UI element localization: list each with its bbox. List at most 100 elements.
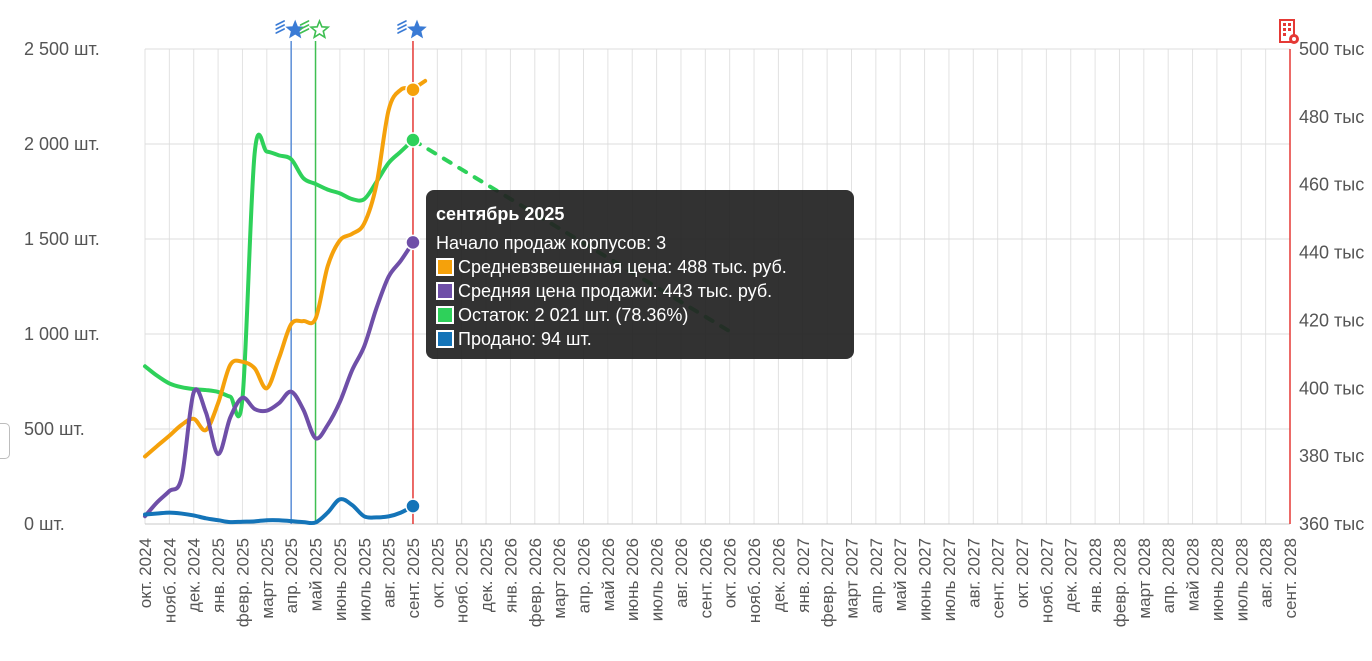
y-right-tick-label: 460 тыс	[1299, 175, 1364, 195]
y-left-tick-label: 0 шт.	[24, 514, 65, 534]
y-left-tick-label: 2 000 шт.	[24, 134, 100, 154]
x-tick-label: сент. 2025	[404, 538, 423, 619]
x-tick-label: апр. 2026	[575, 538, 594, 613]
x-tick-label: март 2028	[1135, 538, 1154, 619]
speed-line	[299, 24, 310, 30]
x-tick-label: авг. 2027	[964, 538, 983, 608]
x-tick-label: июль 2025	[355, 538, 374, 621]
x-tick-label: янв. 2027	[794, 538, 813, 613]
y-axis-right: 360 тыс 380 тыс 400 тыс 420 тыс 440 тыс 460 т…	[1289, 39, 1364, 534]
hover-marker-avg_sale	[405, 234, 421, 251]
x-tick-label: апр. 2025	[282, 538, 301, 613]
hover-markers	[405, 81, 421, 514]
x-tick-label: июнь 2027	[916, 538, 935, 621]
x-tick-label: февр. 2028	[1110, 538, 1129, 627]
tooltip-row-label: Средневзвешенная цена: 488 тыс. руб.	[458, 257, 787, 277]
tooltip: сентябрь 2025 Начало продаж корпусов: 3 …	[426, 190, 854, 359]
x-tick-label: окт. 2027	[1013, 538, 1032, 608]
speed-line	[397, 24, 407, 30]
x-tick-label: июль 2027	[940, 538, 959, 621]
x-axis: окт. 2024 нояб. 2024 дек. 2024 янв. 2025 фев…	[136, 538, 1300, 627]
x-tick-label: март 2025	[258, 538, 277, 619]
hover-marker-weighted	[405, 81, 421, 98]
star-shape	[308, 18, 331, 40]
star-shape	[407, 19, 427, 39]
x-tick-label: июнь 2025	[331, 538, 350, 621]
speed-line	[397, 20, 407, 26]
star-launch-icon[interactable]	[275, 19, 305, 39]
scroll-handle[interactable]	[0, 423, 10, 459]
x-tick-label: февр. 2027	[818, 538, 837, 627]
y-right-tick-label: 480 тыс	[1299, 107, 1364, 127]
legend-swatch-weighted	[436, 258, 454, 276]
speed-line	[275, 24, 285, 30]
tooltip-row-sold: Продано: 94 шт.	[436, 327, 844, 351]
x-tick-label: февр. 2025	[233, 538, 252, 627]
x-tick-label: сент. 2026	[696, 538, 715, 619]
y-left-tick-label: 1 500 шт.	[24, 229, 100, 249]
y-left-tick-label: 500 шт.	[24, 419, 85, 439]
series-line-sold	[143, 497, 415, 526]
x-tick-label: нояб. 2026	[745, 538, 764, 623]
x-tick-label: апр. 2027	[867, 538, 886, 613]
x-tick-label: февр. 2026	[526, 538, 545, 627]
x-tick-label: июнь 2026	[623, 538, 642, 621]
x-tick-label: май 2027	[891, 538, 910, 611]
tooltip-title: сентябрь 2025	[436, 204, 565, 224]
speed-line	[275, 20, 285, 26]
x-tick-label: сент. 2027	[989, 538, 1008, 619]
x-tick-label: нояб. 2027	[1037, 538, 1056, 623]
y-right-tick-label: 500 тыс	[1299, 39, 1364, 59]
x-tick-label: янв. 2025	[209, 538, 228, 613]
y-right-tick-label: 360 тыс	[1299, 514, 1364, 534]
hover-marker-sold	[405, 498, 421, 514]
series-line-stock	[143, 132, 415, 419]
x-tick-label: апр. 2028	[1159, 538, 1178, 613]
tooltip-row-label: Средняя цена продажи: 443 тыс. руб.	[458, 281, 773, 301]
tooltip-row-weighted: Средневзвешенная цена: 488 тыс. руб.	[436, 255, 844, 279]
hover-marker-stock	[405, 132, 421, 148]
x-tick-label: дек. 2024	[185, 538, 204, 612]
y-axis-left: 0 шт. 500 шт. 1 000 шт. 1 500 шт. 2 000 шт. 2…	[24, 39, 100, 534]
x-tick-label: нояб. 2024	[160, 538, 179, 623]
y-right-tick-label: 380 тыс	[1299, 446, 1364, 466]
x-tick-label: май 2028	[1184, 538, 1203, 611]
star-launch-icon[interactable]	[397, 19, 427, 39]
event-lines	[290, 41, 414, 524]
x-tick-label: янв. 2028	[1086, 538, 1105, 613]
y-right-tick-label: 400 тыс	[1299, 378, 1364, 398]
y-left-tick-label: 1 000 шт.	[24, 324, 100, 344]
star-outline-launch-icon[interactable]	[299, 18, 331, 40]
x-tick-label: авг. 2025	[380, 538, 399, 608]
x-tick-label: дек. 2025	[477, 538, 496, 612]
x-tick-label: март 2026	[550, 538, 569, 619]
tooltip-row-label: Продано: 94 шт.	[458, 329, 592, 349]
x-tick-label: окт. 2025	[428, 538, 447, 608]
y-right-tick-label: 420 тыс	[1299, 310, 1364, 330]
x-tick-label: нояб. 2025	[453, 538, 472, 623]
series-line-avg_sale	[143, 240, 415, 519]
x-tick-label: март 2027	[842, 538, 861, 619]
x-tick-label: авг. 2026	[672, 538, 691, 608]
x-tick-label: сент. 2028	[1281, 538, 1300, 619]
x-tick-label: июнь 2028	[1208, 538, 1227, 621]
building-settings-icon[interactable]	[1279, 19, 1299, 44]
speed-line	[275, 28, 285, 34]
legend-swatch-avg-sale	[436, 282, 454, 300]
x-tick-label: окт. 2026	[721, 538, 740, 608]
tooltip-row-avg-sale: Средняя цена продажи: 443 тыс. руб.	[436, 279, 844, 303]
star-shape	[285, 19, 305, 39]
x-tick-label: июль 2026	[648, 538, 667, 621]
x-tick-label: дек. 2027	[1062, 538, 1081, 612]
x-tick-label: май 2026	[599, 538, 618, 611]
event-icons[interactable]	[275, 18, 427, 40]
x-tick-label: июль 2028	[1232, 538, 1251, 621]
series-line-weighted	[143, 78, 428, 459]
legend-swatch-stock	[436, 306, 454, 324]
tooltip-row-stock: Остаток: 2 021 шт. (78.36%)	[436, 303, 844, 327]
tooltip-row-label: Остаток: 2 021 шт. (78.36%)	[458, 305, 689, 325]
y-right-tick-label: 440 тыс	[1299, 243, 1364, 263]
x-tick-label: дек. 2026	[769, 538, 788, 612]
x-tick-label: окт. 2024	[136, 538, 155, 608]
x-tick-label: май 2025	[307, 538, 326, 611]
